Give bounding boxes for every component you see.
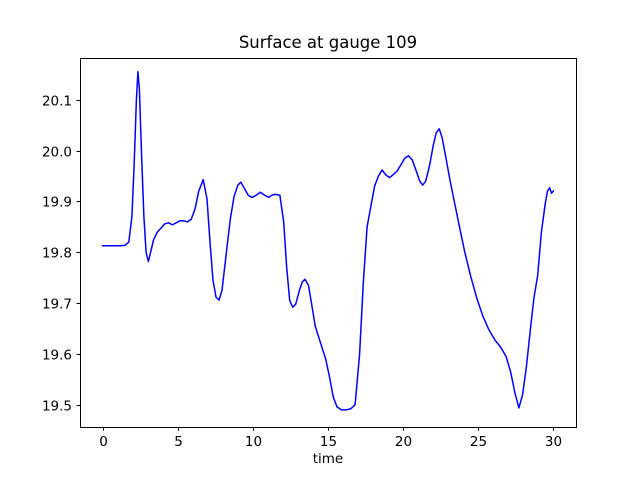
data-line xyxy=(101,71,555,411)
y-tick-label: 19.5 xyxy=(42,398,72,414)
x-tick-label: 10 xyxy=(245,434,262,450)
x-axis-label: time xyxy=(312,451,344,467)
chart-title: Surface at gauge 109 xyxy=(238,33,418,52)
y-tick-label: 20.1 xyxy=(42,93,72,109)
y-tick-label: 19.9 xyxy=(42,194,72,210)
x-tick-label: 15 xyxy=(320,434,337,450)
y-tick-label: 19.8 xyxy=(42,245,72,261)
x-tick-label: 5 xyxy=(174,434,183,450)
x-tick-label: 30 xyxy=(545,434,562,450)
plot-background xyxy=(80,57,576,428)
y-tick-label: 20.0 xyxy=(42,144,72,160)
x-tick-label: 25 xyxy=(470,434,487,450)
y-tick-label: 19.7 xyxy=(42,296,72,312)
x-tick-label: 0 xyxy=(99,434,108,450)
plot-spines xyxy=(80,58,577,428)
y-tick-label: 19.6 xyxy=(42,347,72,363)
x-tick-label: 20 xyxy=(395,434,412,450)
